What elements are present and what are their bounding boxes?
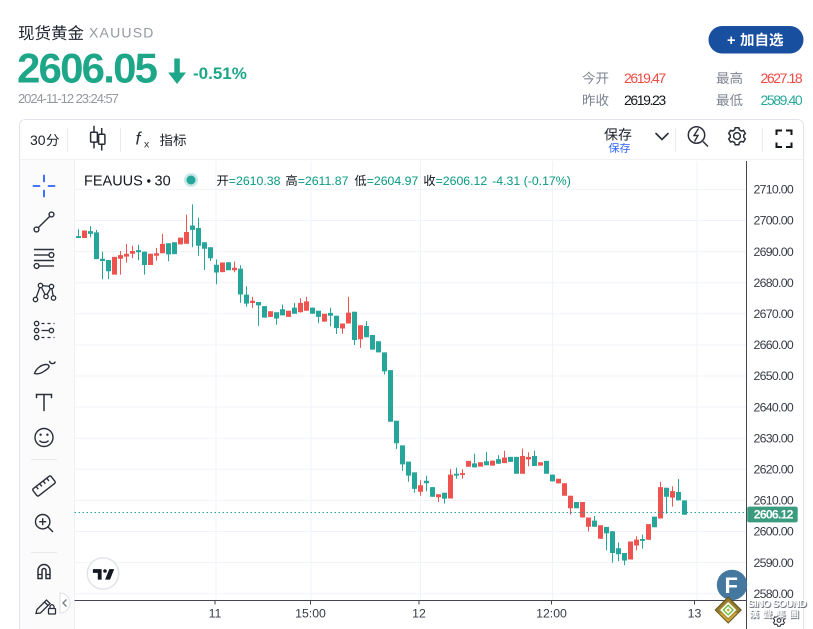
svg-text:30: 30 — [30, 132, 46, 148]
svg-text:SINO SOUND: SINO SOUND — [748, 599, 807, 610]
svg-text:2630.00: 2630.00 — [754, 431, 794, 445]
svg-text:=2610.38: =2610.38 — [229, 174, 281, 188]
svg-text:2710.00: 2710.00 — [754, 183, 794, 197]
svg-text:=2604.97: =2604.97 — [367, 174, 419, 188]
svg-text:2619.47: 2619.47 — [624, 70, 666, 86]
svg-text:11: 11 — [209, 607, 222, 621]
svg-text:f: f — [136, 129, 143, 149]
svg-text:2619.23: 2619.23 — [624, 92, 666, 108]
svg-text:=2611.87: =2611.87 — [298, 174, 349, 188]
svg-text:2627.18: 2627.18 — [761, 70, 803, 86]
svg-text:-0.51%: -0.51% — [193, 64, 247, 83]
svg-text:=2606.12: =2606.12 — [436, 174, 488, 188]
svg-text:XAUUSD: XAUUSD — [89, 25, 155, 41]
svg-text:+: + — [727, 33, 735, 49]
svg-text:12: 12 — [412, 607, 426, 621]
svg-text:2610.00: 2610.00 — [754, 494, 794, 508]
svg-text:2589.40: 2589.40 — [761, 92, 803, 108]
svg-text:-4.31 (-0.17%): -4.31 (-0.17%) — [492, 174, 571, 188]
svg-text:12:00: 12:00 — [536, 607, 567, 621]
svg-text:15:00: 15:00 — [295, 607, 326, 621]
svg-text:13: 13 — [688, 607, 702, 621]
svg-text:2600.00: 2600.00 — [754, 525, 794, 539]
svg-text:2580.00: 2580.00 — [754, 587, 794, 601]
svg-text:2024-11-12 23:24:57: 2024-11-12 23:24:57 — [18, 91, 119, 106]
svg-text:2660.00: 2660.00 — [754, 338, 794, 352]
svg-text:2690.00: 2690.00 — [754, 245, 794, 259]
svg-text:SINO SOUND: SINO SOUND — [748, 600, 807, 611]
svg-text:2620.00: 2620.00 — [754, 463, 794, 477]
svg-text:x: x — [144, 139, 150, 151]
svg-text:2680.00: 2680.00 — [754, 276, 794, 290]
svg-text:2640.00: 2640.00 — [754, 400, 794, 414]
svg-text:2670.00: 2670.00 — [754, 307, 794, 321]
svg-text:2700.00: 2700.00 — [754, 214, 794, 228]
svg-text:2590.00: 2590.00 — [754, 556, 794, 570]
svg-text:30: 30 — [155, 174, 171, 190]
svg-text:F: F — [725, 573, 738, 598]
svg-text:2606.05: 2606.05 — [17, 45, 158, 92]
svg-text:2650.00: 2650.00 — [754, 369, 794, 383]
svg-text:FEAUUS: FEAUUS — [84, 174, 143, 190]
svg-text:SINO SOUND: SINO SOUND — [749, 600, 808, 611]
svg-text:2606.12: 2606.12 — [754, 508, 794, 522]
